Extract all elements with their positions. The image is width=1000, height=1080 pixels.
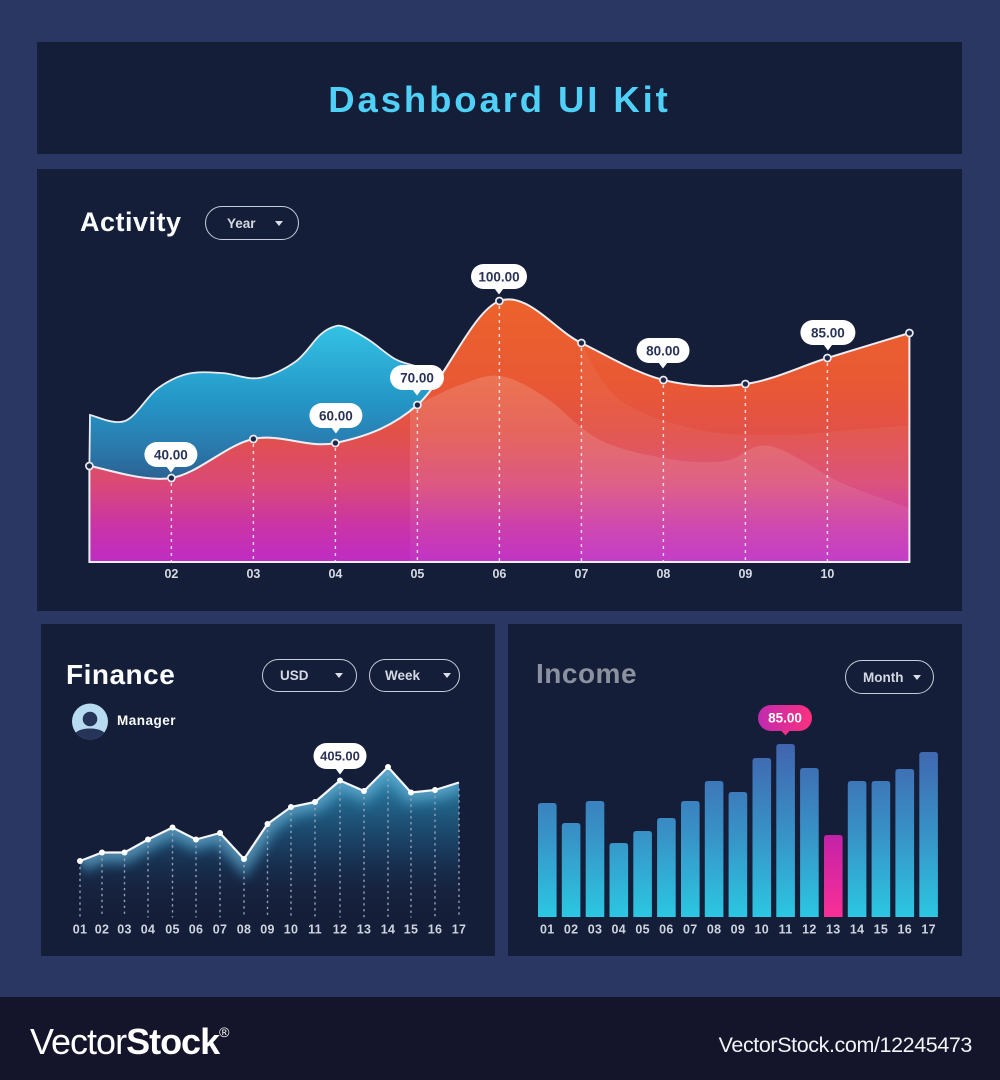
svg-text:40.00: 40.00	[154, 448, 188, 463]
svg-text:06: 06	[189, 923, 204, 937]
svg-text:07: 07	[213, 923, 228, 937]
svg-text:03: 03	[117, 923, 132, 937]
svg-text:01: 01	[73, 923, 88, 937]
svg-text:06: 06	[659, 923, 674, 937]
svg-text:17: 17	[921, 923, 936, 937]
svg-text:05: 05	[165, 923, 180, 937]
svg-text:60.00: 60.00	[319, 409, 353, 424]
svg-text:11: 11	[308, 923, 322, 937]
svg-text:04: 04	[612, 923, 627, 937]
svg-text:16: 16	[428, 923, 443, 937]
svg-text:15: 15	[404, 923, 419, 937]
svg-text:14: 14	[381, 923, 396, 937]
svg-text:09: 09	[260, 923, 275, 937]
svg-text:04: 04	[328, 567, 342, 581]
svg-text:10: 10	[755, 923, 770, 937]
svg-text:08: 08	[656, 567, 670, 581]
svg-text:12: 12	[333, 923, 348, 937]
svg-text:15: 15	[874, 923, 889, 937]
svg-text:01: 01	[540, 923, 555, 937]
svg-text:85.00: 85.00	[811, 326, 845, 341]
svg-text:11: 11	[779, 923, 793, 937]
svg-text:12: 12	[802, 923, 817, 937]
svg-text:13: 13	[357, 923, 372, 937]
svg-text:08: 08	[237, 923, 252, 937]
svg-text:02: 02	[164, 567, 178, 581]
svg-text:07: 07	[574, 567, 588, 581]
svg-text:02: 02	[564, 923, 579, 937]
svg-text:17: 17	[452, 923, 467, 937]
svg-text:09: 09	[738, 567, 752, 581]
svg-text:05: 05	[635, 923, 650, 937]
svg-text:70.00: 70.00	[400, 371, 434, 386]
svg-text:85.00: 85.00	[768, 711, 802, 726]
svg-text:04: 04	[141, 923, 156, 937]
svg-text:03: 03	[246, 567, 260, 581]
svg-text:10: 10	[284, 923, 299, 937]
svg-text:100.00: 100.00	[478, 270, 519, 285]
svg-text:08: 08	[707, 923, 722, 937]
svg-text:03: 03	[588, 923, 603, 937]
svg-text:14: 14	[850, 923, 865, 937]
svg-text:09: 09	[731, 923, 746, 937]
svg-text:16: 16	[898, 923, 913, 937]
svg-text:06: 06	[492, 567, 506, 581]
svg-text:405.00: 405.00	[320, 749, 360, 764]
svg-text:02: 02	[95, 923, 110, 937]
svg-text:07: 07	[683, 923, 698, 937]
svg-text:80.00: 80.00	[646, 344, 680, 359]
svg-text:05: 05	[410, 567, 424, 581]
svg-text:13: 13	[826, 923, 841, 937]
svg-text:10: 10	[820, 567, 834, 581]
